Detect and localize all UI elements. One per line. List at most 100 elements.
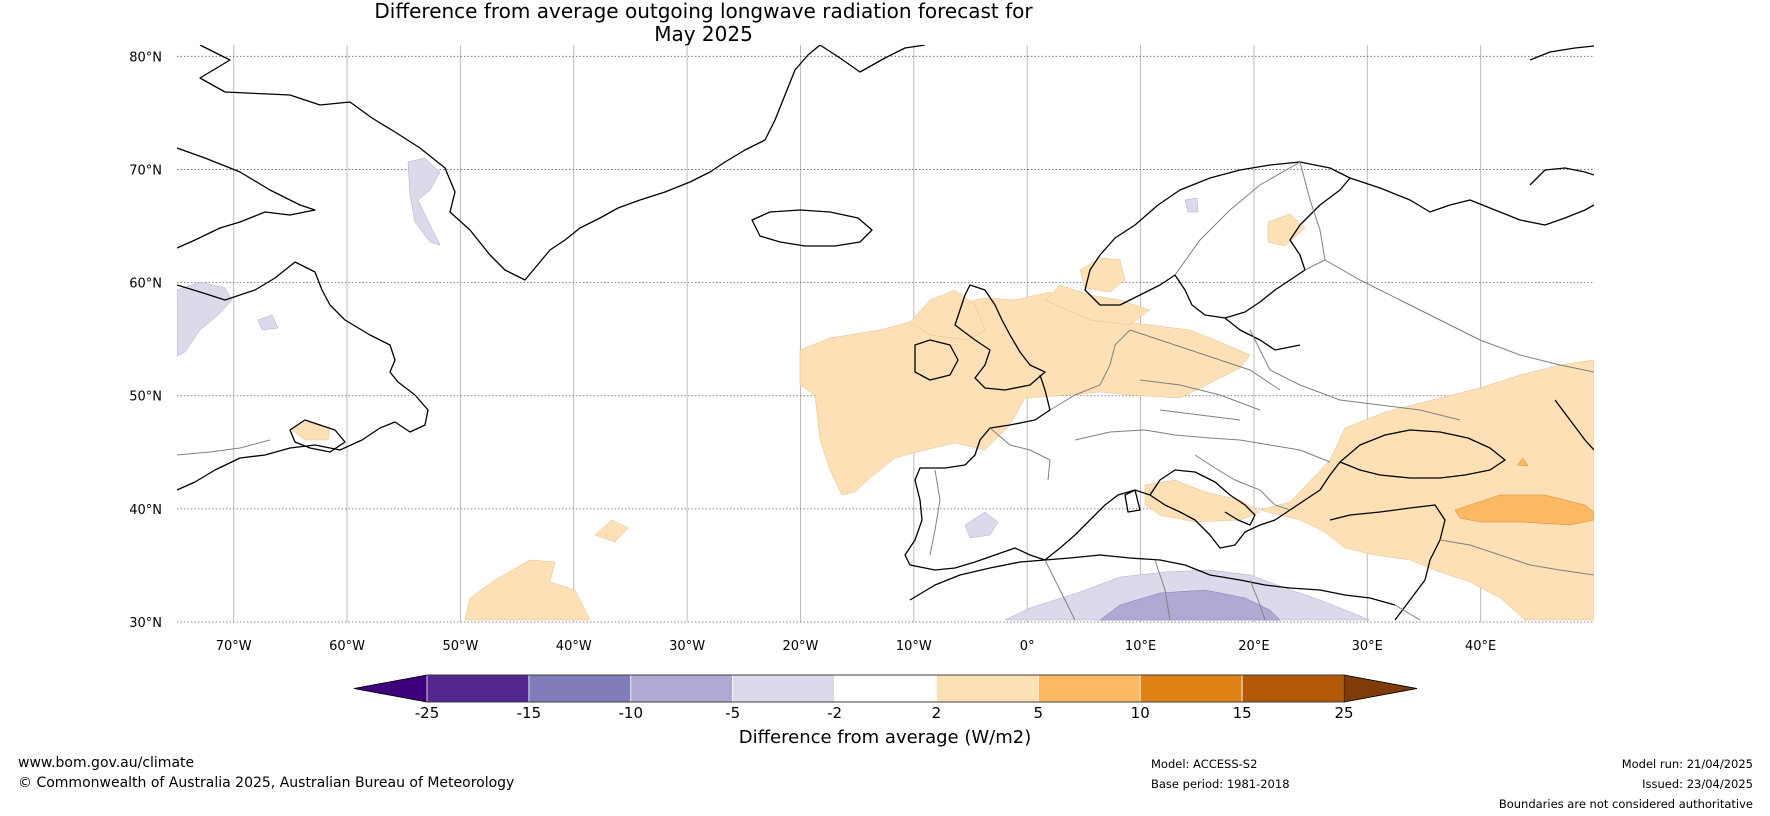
coastline-iceland: [751, 209, 873, 247]
anomaly-positive-western-europe: [799, 291, 1251, 496]
border-iberia: [989, 427, 1051, 481]
longitude-tick-label: 70°W: [216, 639, 252, 654]
anomaly-positive-germany-baltic: [1044, 284, 1151, 326]
coastline-caspian: [1554, 399, 1594, 451]
longitude-tick-label: 20°W: [783, 639, 819, 654]
coastline-ireland: [914, 339, 959, 381]
anomaly-negative-sahara-core: [1099, 589, 1281, 621]
country-borders: [177, 161, 1594, 621]
border-portugal: [929, 469, 941, 556]
colorbar-label: Difference from average (W/m2): [738, 727, 1032, 748]
coastline-labrador: [177, 261, 429, 491]
border-labrador: [177, 439, 271, 456]
coastline-black-sea: [1339, 429, 1506, 479]
coastline-europe-atlantic: [904, 374, 1051, 571]
colorbar-swatch: [936, 674, 1039, 703]
border-north-africa: [1044, 559, 1421, 621]
border-france-germany: [1049, 329, 1131, 411]
anomaly-positive-italy: [1144, 479, 1261, 523]
coastline-greenland: [199, 45, 821, 281]
coastline-turkey-levant: [1329, 504, 1446, 621]
colorbar-swatch: [1241, 674, 1345, 703]
coastline-africa-north: [909, 554, 1396, 606]
latitude-tick-label: 70°N: [129, 163, 162, 178]
longitude-tick-label: 40°W: [556, 639, 592, 654]
colorbar: [353, 674, 1418, 703]
anomaly-positive-north-africa: [464, 559, 591, 621]
latitude-tick-label: 50°N: [129, 390, 162, 405]
colorbar-swatch: [1139, 674, 1243, 703]
anomaly-negative-labrador: [177, 281, 233, 357]
footer-model: Model: ACCESS-S2: [1151, 757, 1258, 771]
coastline-svalbard: [1529, 45, 1594, 61]
coastline-baffin: [177, 147, 316, 249]
colorbar-extend-low: [353, 674, 428, 703]
colorbar-tick-label: 5: [1034, 704, 1044, 722]
anomaly-fields: [177, 157, 1594, 621]
colorbar-tick-label: 2: [932, 704, 942, 722]
anomaly-positive-east-turkey: [1454, 494, 1594, 526]
colorbar-tick-label: 10: [1131, 704, 1150, 722]
colorbar-tick-label: -2: [827, 704, 842, 722]
coastline-italy: [1149, 469, 1256, 526]
colorbar-swatch: [732, 674, 835, 703]
footer-model-run: Model run: 21/04/2025: [1621, 757, 1753, 771]
longitude-labels: 70°W 60°W 50°W 40°W 30°W 20°W 10°W 0° 10°E 20°E 30…: [216, 639, 1497, 654]
anomaly-positive-small-spot: [1516, 457, 1529, 467]
anomaly-positive-turkey-caucasus: [1259, 359, 1594, 621]
anomaly-positive-uk-ireland: [909, 289, 986, 341]
border-middle-east: [1439, 539, 1594, 576]
colorbar-tick-label: -15: [517, 704, 542, 722]
anomaly-positive-finland: [1267, 213, 1306, 247]
latitude-tick-label: 40°N: [129, 503, 162, 518]
coastline-novaya-zemlya: [1529, 167, 1594, 186]
colorbar-tick-label: 25: [1334, 704, 1353, 722]
anomaly-negative-labrador-spot: [257, 314, 279, 331]
longitude-tick-label: 20°E: [1238, 639, 1269, 654]
coastline-russia-arctic: [1349, 177, 1594, 226]
longitude-tick-label: 0°: [1020, 639, 1035, 654]
anomaly-negative-greenland: [407, 157, 441, 246]
latitude-labels: 80°N 70°N 60°N 50°N 40°N 30°N: [129, 50, 162, 631]
colorbar-swatch: [528, 674, 632, 703]
longitude-tick-label: 10°W: [896, 639, 932, 654]
coastline-greenland-top: [819, 45, 926, 73]
anomaly-negative-iberia: [964, 511, 999, 539]
coastline-norway-sweden-finland: [1084, 161, 1351, 319]
latitude-tick-label: 80°N: [129, 50, 162, 65]
colorbar-swatch: [426, 674, 530, 703]
border-alps: [1074, 429, 1331, 463]
map-title: Difference from average outgoing longwav…: [0, 0, 1407, 46]
map-title-line2: May 2025: [654, 22, 753, 46]
longitude-tick-label: 30°W: [669, 639, 705, 654]
footer-copyright: © Commonwealth of Australia 2025, Austra…: [18, 775, 515, 791]
border-russia: [1324, 259, 1594, 373]
footer-issued: Issued: 23/04/2025: [1642, 777, 1753, 791]
latitude-tick-label: 30°N: [129, 616, 162, 631]
coastline-sicily-sardinia: [1124, 489, 1141, 513]
longitude-tick-label: 60°W: [329, 639, 365, 654]
colorbar-outline: [353, 674, 1418, 703]
coastline-uk: [954, 284, 1046, 391]
footer-disclaimer: Boundaries are not considered authoritat…: [1498, 797, 1753, 811]
colorbar-swatch: [1037, 674, 1141, 703]
anomaly-positive-newfoundland: [291, 421, 331, 441]
colorbar-tick-labels: -25 -15 -10 -5 -2 2 5 10 15 25: [415, 704, 1354, 722]
footer-website: www.bom.gov.au/climate: [18, 755, 195, 771]
colorbar-swatch: [630, 674, 734, 703]
colorbar-tick-label: -10: [619, 704, 644, 722]
colorbar-extend-high: [1343, 674, 1418, 703]
anomaly-positive-scandinavia: [1079, 257, 1126, 293]
border-scandinavia: [1174, 161, 1301, 276]
border-finland-russia: [1299, 161, 1326, 271]
colorbar-tick-label: -25: [415, 704, 440, 722]
anomaly-positive-atlantic-islet: [594, 519, 629, 543]
latitude-tick-label: 60°N: [129, 277, 162, 292]
footer-base-period: Base period: 1981-2018: [1151, 777, 1290, 791]
coastline-mediterranean-north: [1044, 461, 1341, 561]
colorbar-tick-label: -5: [725, 704, 740, 722]
border-balkans: [1194, 454, 1291, 511]
coastlines: [177, 45, 1594, 621]
longitude-tick-label: 50°W: [442, 639, 478, 654]
